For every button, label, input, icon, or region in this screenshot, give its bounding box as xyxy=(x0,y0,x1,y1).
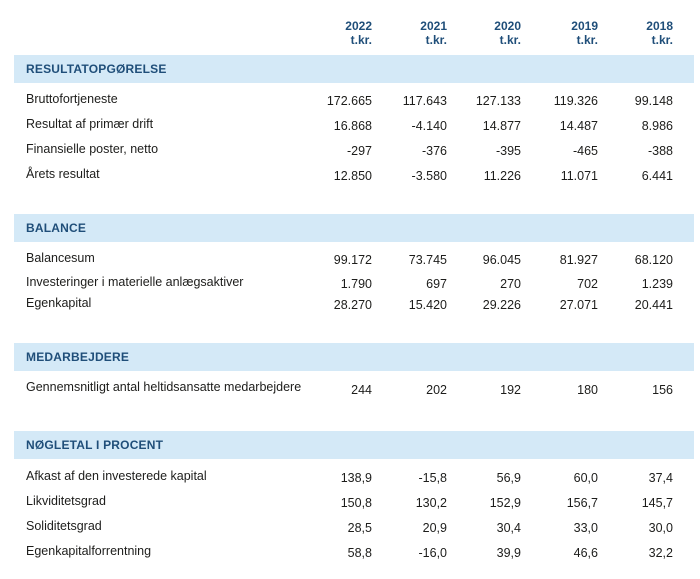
row-value: 152,9 xyxy=(489,496,521,510)
row-value: 6.441 xyxy=(641,169,673,183)
row-value: 127.133 xyxy=(475,94,521,108)
row-value: -15,8 xyxy=(418,471,448,485)
row-value: 20,9 xyxy=(422,521,447,535)
row-value: 81.927 xyxy=(559,253,598,267)
row-value: 1.790 xyxy=(340,277,372,291)
section-header-medarbejdere: MEDARBEJDERE xyxy=(14,343,694,371)
row-value: 156 xyxy=(652,383,673,397)
section-title: NØGLETAL I PROCENT xyxy=(26,438,164,452)
row-value: -3.580 xyxy=(411,169,447,183)
section-title: BALANCE xyxy=(26,221,87,235)
column-year: 2021 xyxy=(420,19,447,33)
row-value: 30,4 xyxy=(496,521,521,535)
row-value: 145,7 xyxy=(641,496,673,510)
row-value: 46,6 xyxy=(573,546,598,560)
row-value: -376 xyxy=(421,144,447,158)
section-title: MEDARBEJDERE xyxy=(26,350,130,364)
column-unit: t.kr. xyxy=(651,33,673,47)
row-value: -388 xyxy=(647,144,673,158)
column-header-2022: 2022 t.kr. xyxy=(312,19,372,47)
row-label: Egenkapitalforrentning xyxy=(26,544,152,558)
row-value: 192 xyxy=(500,383,521,397)
row-value: 58,8 xyxy=(347,546,372,560)
row-value: 11.071 xyxy=(560,169,598,183)
row-value: 16.868 xyxy=(333,119,372,133)
row-value: 150,8 xyxy=(340,496,372,510)
row-value: 99.172 xyxy=(333,253,372,267)
row-value: 119.326 xyxy=(553,94,598,108)
row-label: Bruttofortjeneste xyxy=(26,92,118,106)
row-value: 68.120 xyxy=(634,253,673,267)
column-year: 2019 xyxy=(571,19,598,33)
column-unit: t.kr. xyxy=(425,33,447,47)
row-value: 180 xyxy=(577,383,598,397)
column-header-2018: 2018 t.kr. xyxy=(613,19,673,47)
row-value: 697 xyxy=(426,277,447,291)
row-value: 702 xyxy=(577,277,598,291)
row-value: 96.045 xyxy=(482,253,521,267)
row-value: -297 xyxy=(346,144,372,158)
row-label: Gennemsnitligt antal heltidsansatte meda… xyxy=(26,380,302,394)
row-value: 14.487 xyxy=(559,119,598,133)
row-label: Investeringer i materielle anlægsaktiver xyxy=(26,275,244,289)
row-label: Afkast af den investerede kapital xyxy=(26,469,207,483)
row-value: 37,4 xyxy=(648,471,673,485)
row-value: 33,0 xyxy=(573,521,598,535)
row-value: 244 xyxy=(351,383,372,397)
row-label: Likviditetsgrad xyxy=(26,494,106,508)
column-unit: t.kr. xyxy=(576,33,598,47)
row-value: -4.140 xyxy=(411,119,447,133)
row-value: 1.239 xyxy=(641,277,673,291)
column-unit: t.kr. xyxy=(350,33,372,47)
row-value: 30,0 xyxy=(648,521,673,535)
row-value: 20.441 xyxy=(634,298,673,312)
row-label: Balancesum xyxy=(26,251,95,265)
row-value: 99.148 xyxy=(634,94,673,108)
column-header-2020: 2020 t.kr. xyxy=(461,19,521,47)
row-label: Finansielle poster, netto xyxy=(26,142,159,156)
row-value: 202 xyxy=(426,383,447,397)
row-value: 28.270 xyxy=(333,298,372,312)
row-label: Soliditetsgrad xyxy=(26,519,102,533)
row-value: 117.643 xyxy=(402,94,447,108)
row-value: 27.071 xyxy=(559,298,598,312)
row-value: 270 xyxy=(500,277,521,291)
row-value: 73.745 xyxy=(408,253,447,267)
row-value: 156,7 xyxy=(566,496,598,510)
row-value: -465 xyxy=(572,144,598,158)
row-value: -395 xyxy=(495,144,521,158)
row-value: 39,9 xyxy=(496,546,521,560)
row-value: 138,9 xyxy=(340,471,372,485)
column-year: 2022 xyxy=(345,19,372,33)
column-header-2019: 2019 t.kr. xyxy=(538,19,598,47)
row-value: 32,2 xyxy=(648,546,673,560)
row-label: Resultat af primær drift xyxy=(26,117,154,131)
row-value: 8.986 xyxy=(641,119,673,133)
row-value: 11.226 xyxy=(483,169,521,183)
row-value: 172.665 xyxy=(326,94,372,108)
column-unit: t.kr. xyxy=(499,33,521,47)
row-value: 29.226 xyxy=(482,298,521,312)
row-value: 56,9 xyxy=(496,471,521,485)
section-header-resultatopgoerelse: RESULTATOPGØRELSE xyxy=(14,55,694,83)
row-value: 12.850 xyxy=(333,169,372,183)
row-label: Egenkapital xyxy=(26,296,92,310)
row-value: 14.877 xyxy=(482,119,521,133)
row-value: 28,5 xyxy=(347,521,372,535)
row-label: Årets resultat xyxy=(26,167,100,181)
row-value: -16,0 xyxy=(418,546,448,560)
column-header-2021: 2021 t.kr. xyxy=(387,19,447,47)
column-year: 2020 xyxy=(494,19,521,33)
section-title: RESULTATOPGØRELSE xyxy=(26,62,167,76)
row-value: 15.420 xyxy=(408,298,447,312)
row-value: 130,2 xyxy=(415,496,447,510)
column-year: 2018 xyxy=(646,19,673,33)
section-header-balance: BALANCE xyxy=(14,214,694,242)
section-header-noegletal: NØGLETAL I PROCENT xyxy=(14,431,694,459)
row-value: 60,0 xyxy=(573,471,598,485)
